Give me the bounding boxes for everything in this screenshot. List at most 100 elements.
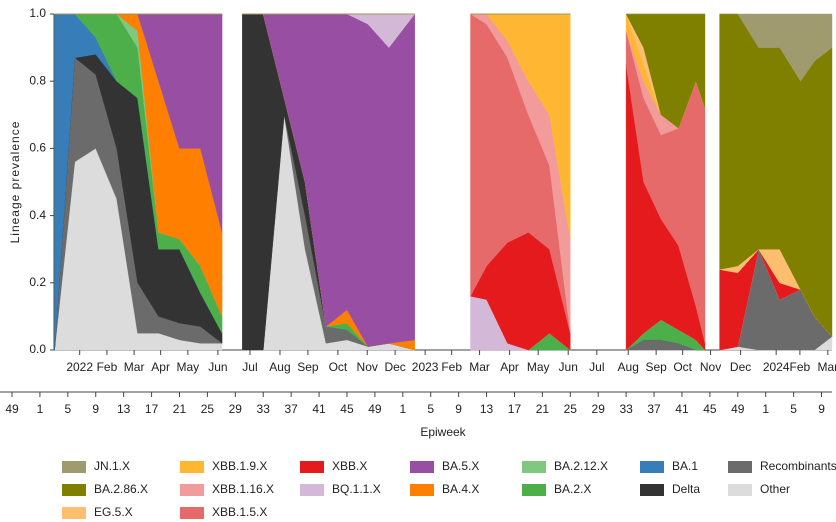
x-tick-label: Feb [441,360,462,374]
x-tick-label: Feb [790,360,811,374]
legend-swatch [640,461,664,473]
legend-label: BA.4.X [442,482,479,496]
legend-label: Other [760,482,790,496]
legend-swatch [62,484,86,496]
legend-swatch [728,484,752,496]
x2-tick-label: 25 [201,402,215,416]
x2-tick-label: 25 [564,402,578,416]
x2-axis-label: Epiweek [420,425,466,439]
x2-tick-label: 5 [427,402,434,416]
legend-swatch [522,461,546,473]
legend-swatch [640,484,664,496]
x2-tick-label: 13 [117,402,131,416]
x-tick-label: Dec [384,360,405,374]
x-tick-label: Oct [329,360,348,374]
x2-tick-label: 1 [37,402,44,416]
x-tick-label: Jun [208,360,227,374]
x2-tick-label: 9 [455,402,462,416]
legend-swatch [180,461,204,473]
legend-label: BA.2.86.X [94,482,148,496]
y-tick-label: 0.0 [29,342,46,356]
x2-tick-label: 1 [399,402,406,416]
legend-label: XBB.X [332,459,367,473]
legend-label: EG.5.X [94,505,133,519]
x-tick-label: Feb [97,360,118,374]
legend-swatch [62,461,86,473]
x-tick-label: 2022 [66,360,93,374]
y-axis-label: Lineage prevalence [8,121,22,244]
legend-swatch [180,484,204,496]
x2-tick-label: 1 [762,402,769,416]
x-tick-label: May [527,360,550,374]
x-tick-label: Aug [618,360,639,374]
x-tick-label: 2024 [763,360,790,374]
x2-tick-label: 21 [536,402,550,416]
x2-tick-label: 49 [368,402,382,416]
x-tick-label: Oct [673,360,692,374]
x-tick-label: Apr [151,360,170,374]
x-tick-label: Nov [357,360,378,374]
legend-label: Recombinants [760,459,836,473]
x-tick-label: Dec [730,360,751,374]
x-tick-label: Mar [469,360,490,374]
legend-label: XBB.1.5.X [212,505,267,519]
x-tick-label: 2023 [412,360,439,374]
x-tick-label: Jul [589,360,604,374]
x-tick-label: Jul [242,360,257,374]
legend-label: BA.2.X [554,482,591,496]
x2-tick-label: 41 [312,402,326,416]
x2-tick-label: 33 [257,402,271,416]
legend-swatch [522,484,546,496]
y-tick-label: 0.6 [29,141,46,155]
legend-swatch [180,507,204,519]
legend-label: XBB.1.16.X [212,482,274,496]
x2-tick-label: 13 [480,402,494,416]
x2-tick-label: 49 [731,402,745,416]
x2-tick-label: 9 [818,402,825,416]
x2-tick-label: 37 [284,402,298,416]
x2-tick-label: 37 [647,402,661,416]
x2-tick-label: 17 [145,402,159,416]
area [54,13,833,82]
y-tick-label: 0.4 [29,208,46,222]
x-tick-label: May [177,360,200,374]
x2-tick-label: 45 [703,402,717,416]
x-tick-label: Apr [500,360,519,374]
x2-tick-label: 45 [340,402,354,416]
legend-label: BA.5.X [442,459,479,473]
x2-tick-label: 33 [619,402,633,416]
legend-swatch [62,507,86,519]
legend-label: XBB.1.9.X [212,459,267,473]
legend-label: Delta [672,482,700,496]
legend-swatch [410,461,434,473]
x-tick-label: Sep [645,360,667,374]
legend-swatch [410,484,434,496]
y-tick-label: 0.8 [29,73,46,87]
x2-tick-label: 41 [675,402,689,416]
legend-swatch [300,461,324,473]
legend-label: JN.1.X [94,459,130,473]
legend-label: BA.2.12.X [554,459,608,473]
y-tick-label: 0.2 [29,275,46,289]
x2-tick-label: 49 [5,402,19,416]
legend-swatch [728,461,752,473]
legend-swatch [300,484,324,496]
legend-label: BQ.1.1.X [332,482,381,496]
x2-tick-label: 29 [592,402,606,416]
x-tick-label: Mar [817,360,836,374]
x-tick-label: Sep [297,360,319,374]
x2-tick-label: 5 [64,402,71,416]
x-tick-label: Mar [124,360,145,374]
x-tick-label: Aug [269,360,290,374]
legend-label: BA.1 [672,459,698,473]
x2-tick-label: 5 [790,402,797,416]
x-tick-label: Nov [700,360,721,374]
y-tick-label: 1.0 [29,6,46,20]
x2-tick-label: 29 [229,402,243,416]
x2-tick-label: 17 [508,402,522,416]
x2-tick-label: 21 [173,402,187,416]
x-tick-label: Jun [559,360,578,374]
x2-tick-label: 9 [92,402,99,416]
plot-area [54,13,833,351]
